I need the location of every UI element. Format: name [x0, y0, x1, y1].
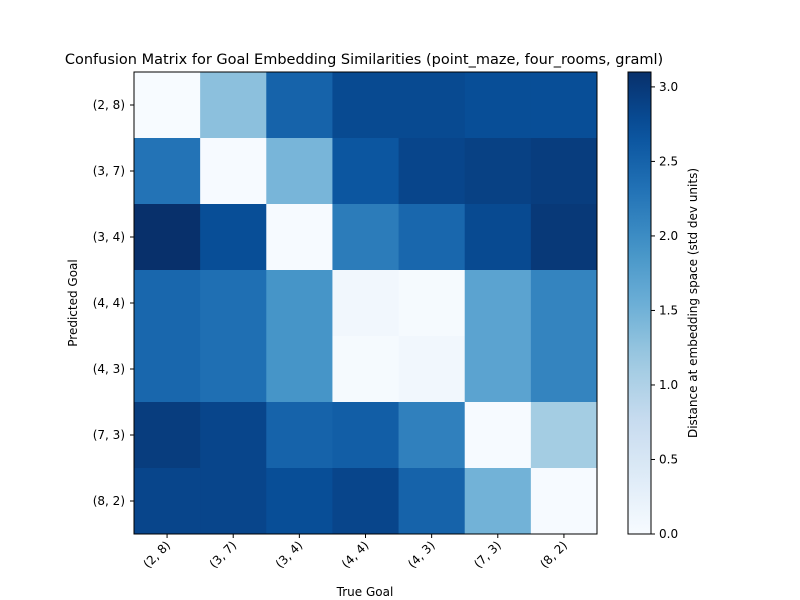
heatmap-cell: [530, 204, 598, 271]
heatmap-cell: [398, 270, 466, 337]
heatmap-cell: [266, 468, 333, 535]
colorbar-ticks: 0.0 0.5 1.0 1.5 2.0 2.5 3.0: [651, 80, 678, 541]
x-tick-label: (4, 3): [405, 538, 438, 571]
heatmap-cell: [332, 336, 399, 403]
heatmap-cell: [200, 336, 267, 403]
heatmap-cell: [464, 138, 532, 205]
heatmap-cell: [530, 138, 598, 205]
x-axis-ticks: (2, 8) (3, 7) (3, 4) (4, 4) (4, 3) (7, 3) (8, …: [140, 534, 570, 571]
heatmap-cell: [266, 138, 333, 205]
heatmap-cell: [398, 468, 466, 535]
heatmap-cell: [134, 204, 201, 271]
heatmap-cell: [530, 270, 598, 337]
x-tick-label: (8, 2): [537, 538, 570, 571]
heatmap-cell: [464, 468, 532, 535]
heatmap-cell: [134, 138, 201, 205]
heatmap-cell: [200, 72, 267, 139]
colorbar-tick-label: 1.0: [659, 378, 678, 392]
heatmap-cell: [332, 270, 399, 337]
heatmap-cells: [134, 72, 598, 535]
x-tick-label: (3, 7): [207, 538, 240, 571]
y-tick-label: (2, 8): [93, 98, 125, 112]
colorbar-tick-label: 2.0: [659, 229, 678, 243]
heatmap-cell: [200, 270, 267, 337]
heatmap-cell: [134, 72, 201, 139]
x-tick-label: (7, 3): [471, 538, 504, 571]
heatmap-cell: [464, 336, 532, 403]
y-tick-label: (3, 4): [93, 230, 125, 244]
heatmap-cell: [200, 402, 267, 469]
colorbar-tick-label: 0.0: [659, 527, 678, 541]
heatmap-cell: [266, 72, 333, 139]
heatmap-cell: [464, 72, 532, 139]
heatmap-cell: [332, 138, 399, 205]
heatmap-cell: [398, 336, 466, 403]
heatmap-cell: [266, 336, 333, 403]
heatmap-cell: [266, 270, 333, 337]
x-axis-label: True Goal: [336, 585, 394, 599]
heatmap-cell: [332, 204, 399, 271]
heatmap-cell: [464, 204, 532, 271]
heatmap-cell: [332, 402, 399, 469]
heatmap-cell: [200, 204, 267, 271]
colorbar-label: Distance at embedding space (std dev uni…: [686, 168, 700, 438]
colorbar-tick-label: 1.5: [659, 303, 678, 317]
heatmap-cell: [266, 402, 333, 469]
heatmap-cell: [464, 402, 532, 469]
heatmap-cell: [134, 336, 201, 403]
heatmap-cell: [398, 138, 466, 205]
chart-title: Confusion Matrix for Goal Embedding Simi…: [65, 52, 663, 68]
y-tick-label: (8, 2): [93, 494, 125, 508]
colorbar-tick-label: 2.5: [659, 154, 678, 168]
heatmap-cell: [530, 336, 598, 403]
colorbar-tick-label: 0.5: [659, 452, 678, 466]
heatmap-cell: [200, 468, 267, 535]
heatmap-cell: [200, 138, 267, 205]
heatmap-cell: [530, 402, 598, 469]
heatmap-cell: [332, 72, 399, 139]
x-tick-label: (3, 4): [273, 538, 306, 571]
colorbar-tick-label: 3.0: [659, 80, 678, 94]
heatmap-cell: [398, 402, 466, 469]
heatmap-cell: [134, 402, 201, 469]
y-tick-label: (3, 7): [93, 164, 125, 178]
heatmap-cell: [134, 270, 201, 337]
y-tick-label: (4, 4): [93, 296, 125, 310]
y-axis-label: Predicted Goal: [66, 259, 80, 346]
heatmap-cell: [398, 204, 466, 271]
x-tick-label: (4, 4): [339, 538, 372, 571]
y-tick-label: (7, 3): [93, 428, 125, 442]
heatmap-cell: [398, 72, 466, 139]
colorbar: [627, 71, 652, 535]
x-tick-label: (2, 8): [140, 538, 173, 571]
y-tick-label: (4, 3): [93, 362, 125, 376]
heatmap-cell: [134, 468, 201, 535]
y-axis-ticks: (2, 8) (3, 7) (3, 4) (4, 4) (4, 3) (7, 3) (8, …: [93, 98, 134, 508]
heatmap-cell: [266, 204, 333, 271]
heatmap-cell: [530, 468, 598, 535]
heatmap-cell: [464, 270, 532, 337]
heatmap-cell: [332, 468, 399, 535]
heatmap-cell: [530, 72, 598, 139]
